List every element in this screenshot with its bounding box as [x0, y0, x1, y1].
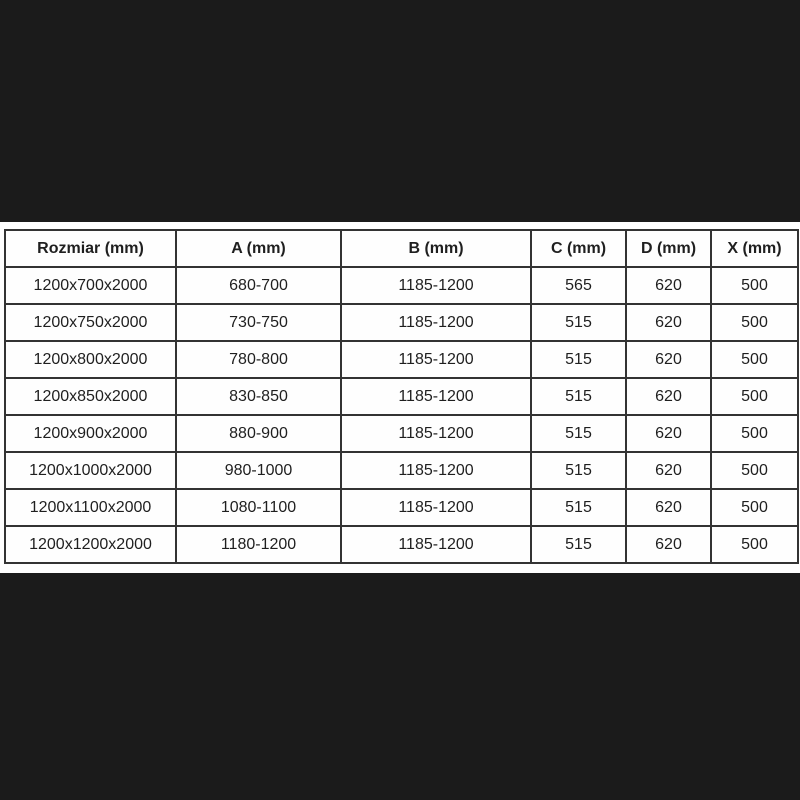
table-cell: 1200x700x2000 — [4, 266, 177, 305]
table-cell: 1185-1200 — [340, 525, 532, 564]
table-row: 1200x700x2000 680-700 1185-1200 565 620 500 — [4, 266, 799, 305]
table-cell: 1185-1200 — [340, 340, 532, 379]
table-cell: 680-700 — [175, 266, 342, 305]
table-body: 1200x700x2000 680-700 1185-1200 565 620 500 12… — [4, 266, 799, 564]
size-table: Rozmiar (mm) A (mm) B (mm) C (mm) D (mm) X (m… — [4, 229, 799, 564]
table-cell: 1200x1100x2000 — [4, 488, 177, 527]
table-cell: 515 — [530, 451, 627, 490]
table-cell: 1185-1200 — [340, 488, 532, 527]
table-cell: 1185-1200 — [340, 414, 532, 453]
table-cell: 565 — [530, 266, 627, 305]
table-cell: 500 — [710, 414, 799, 453]
table-cell: 1185-1200 — [340, 266, 532, 305]
table-cell: 500 — [710, 377, 799, 416]
table-cell: 620 — [625, 303, 712, 342]
table-cell: 830-850 — [175, 377, 342, 416]
table-cell: 1200x900x2000 — [4, 414, 177, 453]
table-cell: 515 — [530, 488, 627, 527]
table-row: 1200x1100x2000 1080-1100 1185-1200 515 620 50… — [4, 488, 799, 527]
column-header: Rozmiar (mm) — [4, 229, 177, 268]
column-header: A (mm) — [175, 229, 342, 268]
table-cell: 1180-1200 — [175, 525, 342, 564]
table-cell: 1200x850x2000 — [4, 377, 177, 416]
table-cell: 515 — [530, 340, 627, 379]
table-cell: 1185-1200 — [340, 303, 532, 342]
table-cell: 880-900 — [175, 414, 342, 453]
table-cell: 500 — [710, 340, 799, 379]
table-cell: 515 — [530, 414, 627, 453]
table-cell: 500 — [710, 451, 799, 490]
table-cell: 1185-1200 — [340, 451, 532, 490]
table-header-row: Rozmiar (mm) A (mm) B (mm) C (mm) D (mm) X (m… — [4, 229, 799, 268]
table-row: 1200x800x2000 780-800 1185-1200 515 620 500 — [4, 340, 799, 379]
table-cell: 500 — [710, 488, 799, 527]
column-header: C (mm) — [530, 229, 627, 268]
table-row: 1200x850x2000 830-850 1185-1200 515 620 500 — [4, 377, 799, 416]
table-cell: 1200x800x2000 — [4, 340, 177, 379]
table-row: 1200x900x2000 880-900 1185-1200 515 620 500 — [4, 414, 799, 453]
table-cell: 500 — [710, 303, 799, 342]
table-row: 1200x1200x2000 1180-1200 1185-1200 515 620 50… — [4, 525, 799, 564]
table-cell: 1080-1100 — [175, 488, 342, 527]
table-cell: 620 — [625, 340, 712, 379]
table-cell: 1185-1200 — [340, 377, 532, 416]
table-cell: 730-750 — [175, 303, 342, 342]
table-cell: 620 — [625, 451, 712, 490]
table-cell: 515 — [530, 303, 627, 342]
table-cell: 515 — [530, 377, 627, 416]
table-cell: 1200x1000x2000 — [4, 451, 177, 490]
column-header: D (mm) — [625, 229, 712, 268]
table-cell: 1200x1200x2000 — [4, 525, 177, 564]
table-row: 1200x750x2000 730-750 1185-1200 515 620 500 — [4, 303, 799, 342]
table-cell: 620 — [625, 414, 712, 453]
table-cell: 620 — [625, 525, 712, 564]
column-header: B (mm) — [340, 229, 532, 268]
table-cell: 620 — [625, 488, 712, 527]
table-cell: 1200x750x2000 — [4, 303, 177, 342]
table-cell: 500 — [710, 525, 799, 564]
column-header: X (mm) — [710, 229, 799, 268]
table-cell: 500 — [710, 266, 799, 305]
table-row: 1200x1000x2000 980-1000 1185-1200 515 620 500 — [4, 451, 799, 490]
table-cell: 620 — [625, 266, 712, 305]
table-cell: 780-800 — [175, 340, 342, 379]
table-cell: 980-1000 — [175, 451, 342, 490]
table-cell: 515 — [530, 525, 627, 564]
table-cell: 620 — [625, 377, 712, 416]
